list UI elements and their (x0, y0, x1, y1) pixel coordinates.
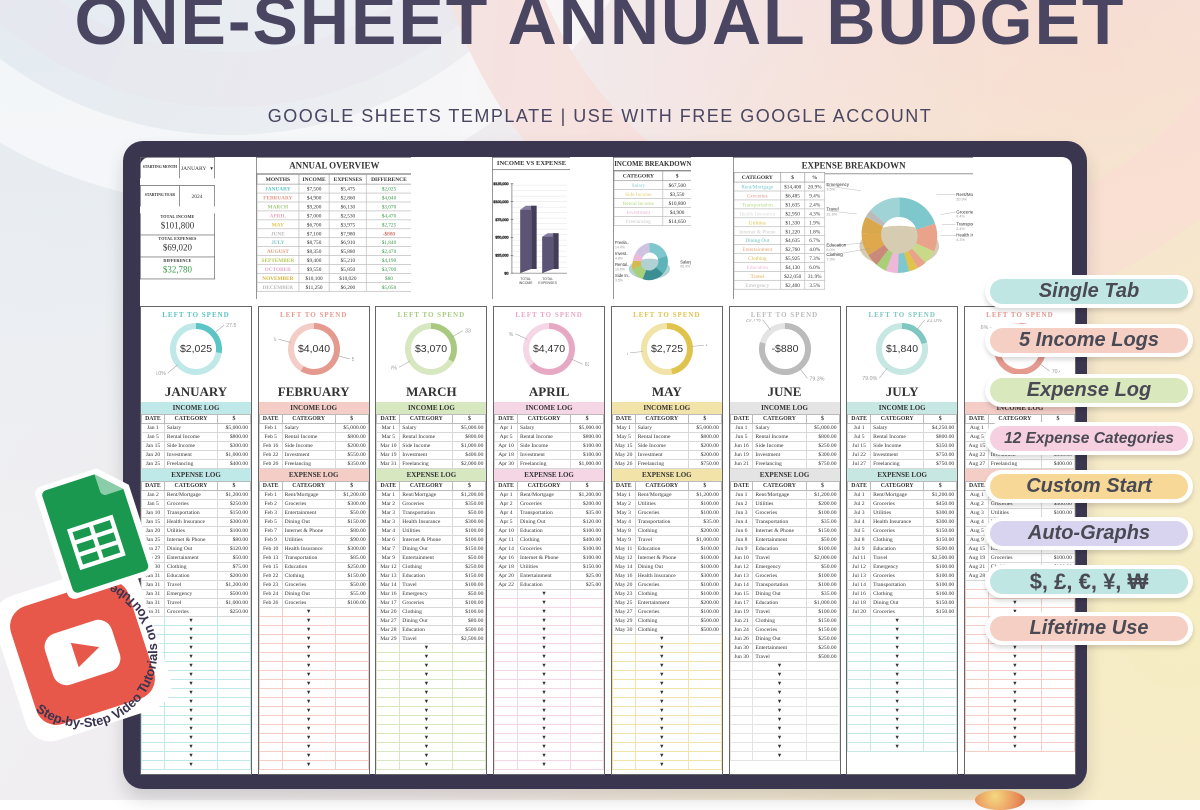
svg-text:29.6%: 29.6% (980, 324, 989, 330)
svg-text:41.4%: 41.4% (274, 337, 277, 343)
svg-text:$25,000: $25,000 (495, 254, 508, 258)
svg-text:$2,725: $2,725 (651, 343, 683, 355)
svg-text:2.4%: 2.4% (956, 227, 965, 231)
svg-text:$4,040: $4,040 (298, 343, 330, 355)
svg-text:7.3%: 7.3% (826, 258, 835, 262)
svg-text:Travel: Travel (826, 207, 838, 212)
svg-text:$1,840: $1,840 (886, 343, 918, 355)
svg-text:EXPENSES: EXPENSES (538, 281, 557, 285)
svg-text:$50,000: $50,000 (495, 236, 508, 240)
svg-text:9.4%: 9.4% (956, 214, 965, 218)
svg-text:Emergency: Emergency (826, 182, 849, 187)
svg-text:79.3%: 79.3% (809, 376, 824, 381)
svg-text:27.5%: 27.5% (226, 323, 236, 329)
svg-text:21.0%: 21.0% (927, 319, 942, 324)
svg-text:79.0%: 79.0% (862, 376, 877, 381)
svg-text:14.4%: 14.4% (615, 245, 625, 249)
svg-text:46.7%: 46.7% (706, 343, 707, 349)
svg-text:Clothing: Clothing (826, 252, 843, 257)
svg-text:$75,000: $75,000 (495, 218, 508, 222)
svg-text:66.4%: 66.4% (680, 265, 690, 269)
svg-text:-$880: -$880 (771, 343, 798, 355)
svg-text:63.5%: 63.5% (585, 362, 589, 368)
svg-text:58.6%: 58.6% (351, 356, 353, 362)
svg-text:31.9%: 31.9% (826, 212, 837, 216)
svg-text:20.7%: 20.7% (745, 319, 760, 324)
svg-text:3.5%: 3.5% (826, 188, 835, 192)
svg-text:$125,000: $125,000 (493, 182, 508, 186)
svg-text:66.6%: 66.6% (391, 365, 397, 371)
svg-text:53.3%: 53.3% (627, 350, 628, 356)
svg-text:4.3%: 4.3% (956, 238, 965, 242)
svg-text:Education: Education (826, 242, 846, 247)
svg-text:3.5%: 3.5% (615, 278, 623, 282)
svg-text:73.0%: 73.0% (156, 371, 166, 377)
svg-text:INCOME: INCOME (519, 281, 533, 285)
svg-text:$2,025: $2,025 (180, 343, 212, 355)
svg-text:$4,470: $4,470 (533, 343, 565, 355)
svg-text:10.6%: 10.6% (615, 267, 625, 271)
svg-text:$3,070: $3,070 (415, 343, 447, 355)
svg-text:4.8%: 4.8% (615, 256, 623, 260)
svg-text:$0: $0 (504, 271, 508, 275)
svg-text:$100,000: $100,000 (493, 200, 508, 204)
svg-text:33.4%: 33.4% (465, 328, 471, 334)
svg-text:20.9%: 20.9% (956, 197, 967, 201)
svg-text:36.5%: 36.5% (509, 331, 514, 337)
